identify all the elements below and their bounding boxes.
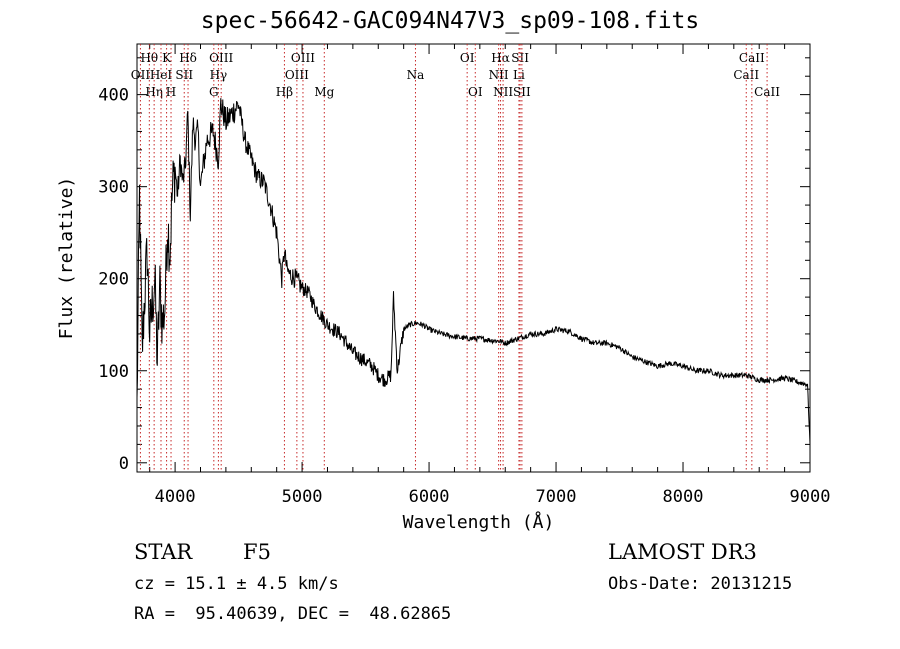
sky-coordinates: RA = 95.40639, DEC = 48.62865 [134,604,452,624]
spectral-line-label: CaII [754,85,780,99]
spectral-line-label: Hβ [276,85,293,99]
x-tick-label: 8000 [663,487,704,507]
y-tick-label: 0 [119,454,129,474]
object-subclass: F5 [243,540,271,564]
spectral-line-label: Li [513,68,525,82]
spectral-line-label: OIII [285,68,309,82]
spectral-line-label: CaII [739,51,765,65]
plot-frame [136,43,811,473]
spectral-line-label: Na [407,68,425,82]
x-tick-label: 5000 [282,487,323,507]
spectral-line-label: Hα [491,51,510,65]
spectral-line-label: H [166,85,176,99]
redshift-value: cz = 15.1 ± 4.5 km/s [134,574,339,594]
x-tick-label: 6000 [409,487,450,507]
y-tick-label: 200 [98,270,129,290]
spectral-line-label: OIII [291,51,315,65]
y-axis-label: Flux (relative) [56,177,77,340]
spectral-line-label: OI [468,85,483,99]
chart-title: spec-56642-GAC094N47V3_sp09-108.fits [200,8,700,34]
spectral-line-label: Hδ [179,51,197,65]
spectral-line-label: NII [493,85,513,99]
spectral-line-label: HeI [150,68,173,82]
spectral-line-label: SII [513,85,531,99]
y-tick-label: 300 [98,178,129,198]
spectral-line-label: SII [511,51,529,65]
spectral-line-label: CaII [733,68,759,82]
x-tick-label: 9000 [790,487,831,507]
spectral-line-label: Hθ [140,51,158,65]
y-tick-label: 100 [98,362,129,382]
spectral-line-label: OI [460,51,475,65]
spectral-line-label: Hγ [210,68,228,82]
spectral-line-label: G [209,85,219,99]
observation-date: Obs-Date: 20131215 [608,574,793,594]
spectral-line-label: OII [131,68,151,82]
spectral-line-label: Mg [314,85,334,99]
x-axis-label: Wavelength (Å) [403,511,555,533]
spectral-line-label: K [162,51,172,65]
survey-name: LAMOST DR3 [608,540,757,564]
object-class: STAR [134,540,193,564]
x-tick-label: 7000 [536,487,577,507]
spectral-line-label: SII [175,68,193,82]
spectral-line-label: NII [489,68,509,82]
spectral-line-label: OIII [209,51,233,65]
y-tick-label: 400 [98,86,129,106]
spectrum-series-line [136,98,811,445]
spectral-line-label: Hη [145,85,163,99]
x-tick-label: 4000 [155,487,196,507]
